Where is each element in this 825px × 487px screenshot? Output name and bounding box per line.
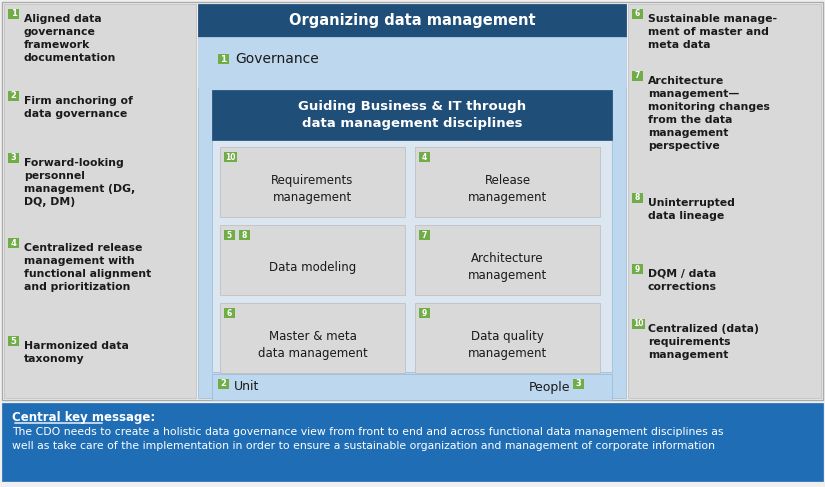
Text: 10: 10	[225, 152, 236, 162]
FancyBboxPatch shape	[218, 54, 229, 64]
FancyBboxPatch shape	[4, 4, 196, 398]
FancyBboxPatch shape	[8, 9, 19, 19]
FancyBboxPatch shape	[632, 193, 643, 203]
FancyBboxPatch shape	[573, 379, 584, 389]
Text: Forward-looking
personnel
management (DG,
DQ, DM): Forward-looking personnel management (DG…	[24, 158, 135, 207]
Text: Master & meta
data management: Master & meta data management	[257, 330, 367, 360]
Text: 5: 5	[11, 337, 16, 345]
FancyBboxPatch shape	[198, 37, 626, 87]
FancyBboxPatch shape	[415, 225, 600, 295]
Text: 6: 6	[227, 308, 232, 318]
FancyBboxPatch shape	[632, 71, 643, 81]
FancyBboxPatch shape	[419, 308, 430, 318]
Text: Unit: Unit	[234, 380, 259, 393]
FancyBboxPatch shape	[8, 238, 19, 248]
FancyBboxPatch shape	[8, 153, 19, 163]
Text: 8: 8	[634, 193, 640, 203]
FancyBboxPatch shape	[198, 4, 626, 37]
FancyBboxPatch shape	[220, 147, 405, 217]
FancyBboxPatch shape	[224, 308, 235, 318]
Text: 6: 6	[635, 10, 640, 19]
FancyBboxPatch shape	[8, 336, 19, 346]
FancyBboxPatch shape	[220, 225, 405, 295]
Text: Requirements
management: Requirements management	[271, 174, 354, 204]
FancyBboxPatch shape	[212, 90, 612, 372]
FancyBboxPatch shape	[239, 230, 250, 240]
Text: 1: 1	[220, 55, 227, 63]
FancyBboxPatch shape	[419, 230, 430, 240]
Text: 1: 1	[11, 10, 16, 19]
Text: Uninterrupted
data lineage: Uninterrupted data lineage	[648, 198, 735, 221]
FancyBboxPatch shape	[628, 4, 821, 398]
FancyBboxPatch shape	[218, 379, 229, 389]
Text: 7: 7	[634, 72, 640, 80]
Text: Centralized release
management with
functional alignment
and prioritization: Centralized release management with func…	[24, 243, 151, 292]
Text: 4: 4	[422, 152, 427, 162]
Text: Organizing data management: Organizing data management	[289, 13, 535, 28]
Text: 9: 9	[635, 264, 640, 274]
FancyBboxPatch shape	[224, 152, 237, 162]
FancyBboxPatch shape	[632, 264, 643, 274]
Text: 3: 3	[11, 153, 16, 163]
Text: Architecture
management—
monitoring changes
from the data
management
perspective: Architecture management— monitoring chan…	[648, 76, 770, 151]
Text: Data modeling: Data modeling	[269, 261, 356, 274]
Text: Architecture
management: Architecture management	[468, 252, 547, 282]
Text: Governance: Governance	[235, 52, 318, 66]
FancyBboxPatch shape	[212, 90, 612, 140]
Text: 5: 5	[227, 230, 232, 240]
FancyBboxPatch shape	[415, 147, 600, 217]
FancyBboxPatch shape	[2, 2, 823, 400]
Text: Firm anchoring of
data governance: Firm anchoring of data governance	[24, 96, 133, 119]
Text: Harmonized data
taxonomy: Harmonized data taxonomy	[24, 341, 129, 364]
Text: Central key message:: Central key message:	[12, 411, 155, 424]
Text: 2: 2	[220, 379, 226, 389]
Text: 8: 8	[242, 230, 248, 240]
Text: Centralized (data)
requirements
management: Centralized (data) requirements manageme…	[648, 324, 759, 360]
Text: Guiding Business & IT through
data management disciplines: Guiding Business & IT through data manag…	[298, 100, 526, 130]
Text: 4: 4	[11, 239, 16, 247]
Text: 3: 3	[576, 379, 582, 389]
Text: People: People	[529, 380, 570, 393]
Text: Release
management: Release management	[468, 174, 547, 204]
FancyBboxPatch shape	[212, 374, 612, 400]
Text: 10: 10	[634, 319, 644, 329]
Text: 7: 7	[422, 230, 427, 240]
Text: Sustainable manage-
ment of master and
meta data: Sustainable manage- ment of master and m…	[648, 14, 777, 50]
Text: 2: 2	[11, 92, 16, 100]
FancyBboxPatch shape	[415, 303, 600, 373]
Text: 9: 9	[422, 308, 427, 318]
Text: Aligned data
governance
framework
documentation: Aligned data governance framework docume…	[24, 14, 116, 63]
FancyBboxPatch shape	[224, 230, 235, 240]
Text: The CDO needs to create a holistic data governance view from front to end and ac: The CDO needs to create a holistic data …	[12, 427, 724, 451]
FancyBboxPatch shape	[419, 152, 430, 162]
FancyBboxPatch shape	[8, 91, 19, 101]
FancyBboxPatch shape	[632, 319, 645, 329]
FancyBboxPatch shape	[220, 303, 405, 373]
FancyBboxPatch shape	[198, 4, 626, 398]
FancyBboxPatch shape	[2, 403, 823, 481]
Text: Data quality
management: Data quality management	[468, 330, 547, 360]
Text: DQM / data
corrections: DQM / data corrections	[648, 269, 717, 292]
FancyBboxPatch shape	[632, 9, 643, 19]
